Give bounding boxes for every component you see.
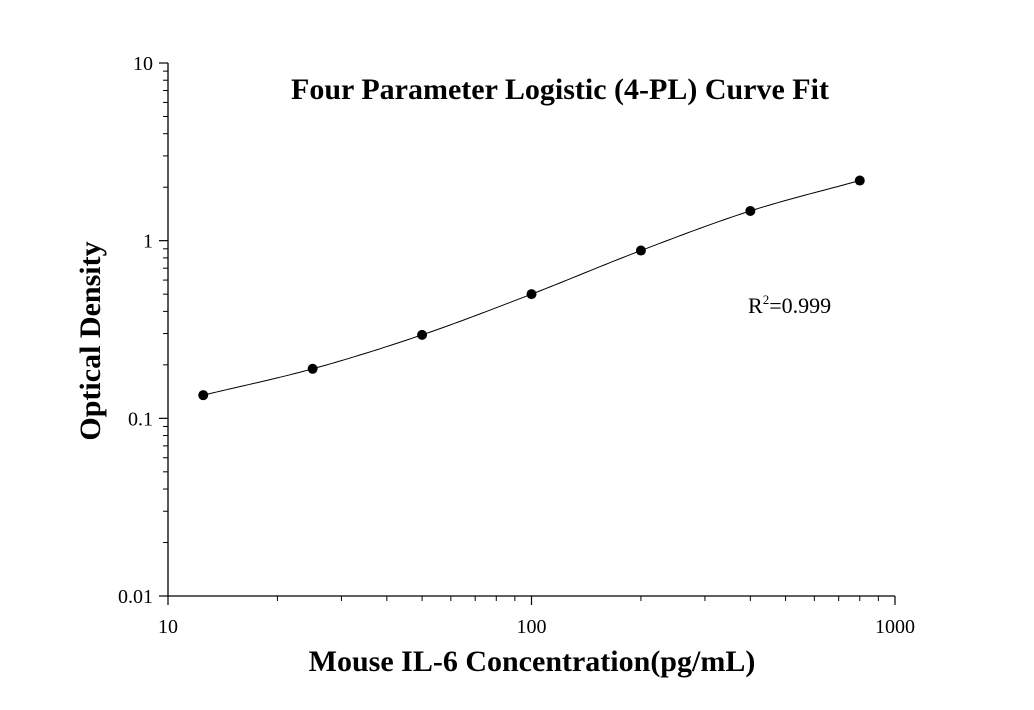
fit-curve-layer [203,180,860,396]
data-point [745,205,756,216]
chart-title: Four Parameter Logistic (4-PL) Curve Fit [291,73,829,106]
x-axis-label: Mouse IL-6 Concentration(pg/mL) [309,645,756,678]
r-squared-annotation: R2=0.999 [748,292,831,318]
r-squared-value: =0.999 [769,293,831,318]
y-tick-label: 0.1 [128,408,153,430]
plot-frame [167,63,895,597]
y-tick-label: 0.01 [118,586,153,608]
x-tick-label: 1000 [875,616,915,638]
data-point [417,329,428,340]
data-point [307,363,318,374]
data-points [198,175,865,401]
fit-curve-line [203,180,860,396]
data-point [198,390,209,401]
axis-ticks: 10 100 1000 0.01 0.1 1 10 [118,53,915,638]
r-squared-base: R [748,293,763,318]
data-point [854,175,865,186]
y-tick-label: 1 [143,231,153,253]
data-point [526,289,537,300]
y-tick-label: 10 [133,53,153,75]
x-tick-label: 100 [517,616,547,638]
r-squared-superscript: 2 [763,292,770,307]
x-tick-label: 10 [158,616,178,638]
data-point [635,245,646,256]
y-axis-label: Optical Density [74,241,107,440]
